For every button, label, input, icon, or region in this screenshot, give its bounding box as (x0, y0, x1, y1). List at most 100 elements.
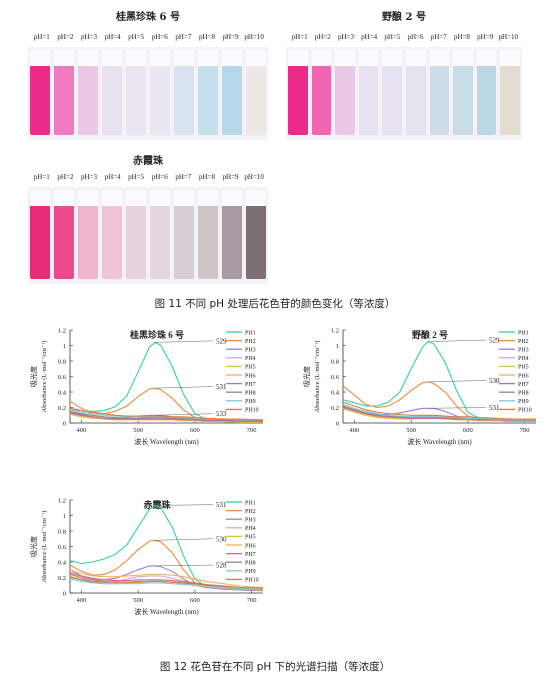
ph-label: pH=1 (291, 33, 308, 41)
x-tick-label: 500 (406, 427, 416, 434)
ph-label: pH=8 (198, 33, 215, 41)
spectrum-chart-yeniang: 0 0.2 0.4 0.6 0.8 1 1.2 400 500 600 700 波长 Waveleng… (302, 328, 537, 446)
peak-leader-line (156, 413, 214, 416)
peak-label: 533 (216, 410, 227, 418)
vial-cap (174, 50, 194, 66)
vial-cap (126, 50, 146, 66)
series-line-ph6 (69, 569, 264, 589)
series-line-ph10 (342, 401, 536, 420)
legend-label: PH9 (245, 399, 256, 405)
vial-tube (406, 50, 426, 135)
peak-label: 531 (489, 404, 500, 412)
ph-label: pH=2 (57, 173, 74, 181)
vial-tube (429, 50, 450, 135)
legend-label: PH3 (245, 348, 256, 354)
vial-tube (30, 50, 50, 135)
vial-tube (476, 50, 497, 135)
vial-panel-guiheizhenzhu: 桂黑珍珠 6 号 pH=1 pH=2 pH=3 pH=4 pH=5 pH=6 pH=7 pH=… (28, 8, 268, 140)
vial-cap (102, 50, 122, 66)
legend-label: PH4 (518, 356, 529, 362)
y-axis-label: Absorbance (L·mol⁻¹cm⁻¹) (41, 341, 48, 413)
legend-label: PH2 (518, 339, 529, 345)
vial-tube (54, 190, 74, 279)
peak-label: 531 (216, 501, 227, 509)
vial-liquid (126, 206, 146, 279)
ph-label: pH=6 (151, 173, 168, 181)
ph-label-row: pH=1 pH=2 pH=3 pH=4 pH=5 pH=6 pH=7 pH=8 pH=9 pH=1… (30, 33, 266, 41)
ph-label: pH=7 (175, 33, 192, 41)
series-line-ph8 (342, 405, 537, 422)
vial-panel-title: 野酿 2 号 (382, 12, 426, 23)
vial-liquid (30, 66, 50, 135)
y-tick-label: 0.4 (331, 390, 340, 397)
y-tick-label: 0 (63, 591, 66, 598)
vial-liquid (126, 66, 146, 135)
x-tick-label: 500 (133, 597, 143, 604)
vial-tube (246, 50, 266, 135)
legend-label: PH5 (245, 365, 256, 371)
vial-liquid (453, 66, 473, 135)
ph-label: pH=2 (314, 33, 331, 41)
vial-liquid (476, 66, 497, 135)
peak-leader-line (155, 504, 214, 506)
peak-leader-line (427, 339, 487, 342)
ph-label: pH=6 (407, 33, 424, 41)
vial-tube (311, 50, 332, 135)
spectrum-chart-chixiazhu: 0 0.2 0.4 0.6 0.8 1 1.2 400 500 600 700 波长 Waveleng… (29, 498, 264, 616)
vial-tube (222, 190, 242, 279)
y-axis-label: Absorbance (L·mol⁻¹cm⁻¹) (314, 341, 321, 413)
ph-label: pH=8 (198, 173, 215, 181)
y-axis-label: Absorbance (L·mol⁻¹cm⁻¹) (41, 511, 48, 583)
y-tick-label: 0.4 (58, 560, 67, 567)
vial-photo (28, 47, 268, 140)
y-tick-label: 0.2 (58, 575, 66, 582)
series-line-ph8 (69, 410, 263, 422)
y-tick-label: 1 (336, 343, 339, 350)
ph-label: pH=2 (57, 33, 74, 41)
legend-label: PH1 (245, 330, 256, 336)
vial-tube (453, 50, 473, 135)
vial-liquid (288, 66, 308, 135)
legend-label: PH2 (245, 339, 256, 345)
ph-label: pH=5 (128, 33, 145, 41)
legend-label: PH8 (518, 391, 529, 397)
vial-tube (78, 190, 98, 279)
x-tick-label: 400 (349, 427, 359, 434)
legend-label: PH5 (245, 535, 256, 541)
y-tick-label: 0.8 (331, 359, 339, 366)
chart-title: 野酿 2 号 (412, 329, 448, 340)
vial-cap (476, 50, 497, 66)
vial-tube (500, 50, 520, 135)
vial-liquid (78, 206, 98, 279)
vial-panel-title: 桂黑珍珠 6 号 (116, 12, 180, 23)
y-tick-label: 1 (63, 343, 66, 350)
vial-tube (54, 50, 74, 135)
vial-cap (288, 50, 308, 66)
y-tick-label: 0.4 (58, 390, 67, 397)
vial-tube (150, 50, 170, 135)
ph-label: pH=10 (244, 173, 264, 181)
vial-tube (102, 190, 122, 279)
y-tick-label: 0.2 (58, 405, 66, 412)
legend-label: PH6 (518, 373, 529, 379)
ph-label: pH=9 (477, 33, 494, 41)
legend-label: PH5 (518, 365, 529, 371)
ph-label: pH=9 (222, 173, 239, 181)
vial-tube (174, 190, 194, 279)
x-axis-label: 波长 Wavelength (nm) (134, 607, 199, 616)
vial-liquid (500, 66, 520, 135)
legend-label: PH10 (245, 578, 259, 584)
vial-liquid (102, 66, 122, 135)
ph-label: pH=7 (175, 173, 192, 181)
chart-title: 赤霞珠 (143, 499, 171, 510)
vial-liquid (174, 206, 194, 279)
legend-label: PH1 (518, 330, 529, 336)
vial-photo (28, 187, 268, 284)
vial-cap (311, 50, 332, 66)
vial-photo (286, 47, 522, 140)
x-tick-label: 400 (76, 597, 86, 604)
y-tick-label: 0.8 (58, 359, 66, 366)
series-line-ph10 (69, 573, 264, 589)
y-tick-label: 1.2 (58, 328, 66, 335)
vial-liquid (54, 206, 74, 279)
